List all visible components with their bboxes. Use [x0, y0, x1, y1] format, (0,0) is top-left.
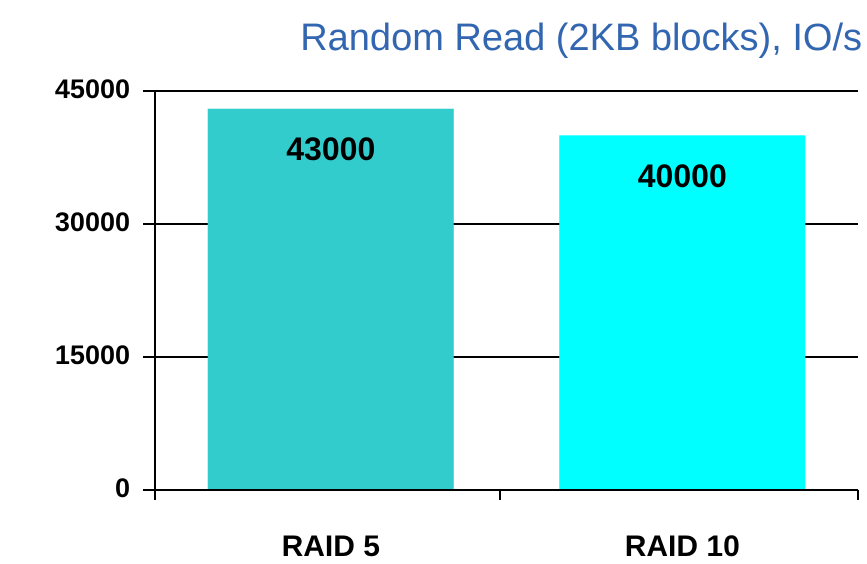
bar [207, 108, 454, 490]
x-axis-ticks [154, 490, 859, 500]
y-tick-label: 0 [115, 473, 130, 503]
bar [559, 135, 806, 491]
y-tick-label: 15000 [55, 340, 130, 370]
chart-title: Random Read (2KB blocks), IO/s [300, 17, 862, 59]
y-tick-label: 45000 [55, 74, 130, 104]
x-tick-label: RAID 5 [282, 530, 380, 563]
value-label: 40000 [638, 158, 727, 194]
x-tick-label: RAID 10 [625, 530, 740, 563]
y-tick-label: 30000 [55, 207, 130, 237]
value-label: 43000 [286, 131, 375, 167]
